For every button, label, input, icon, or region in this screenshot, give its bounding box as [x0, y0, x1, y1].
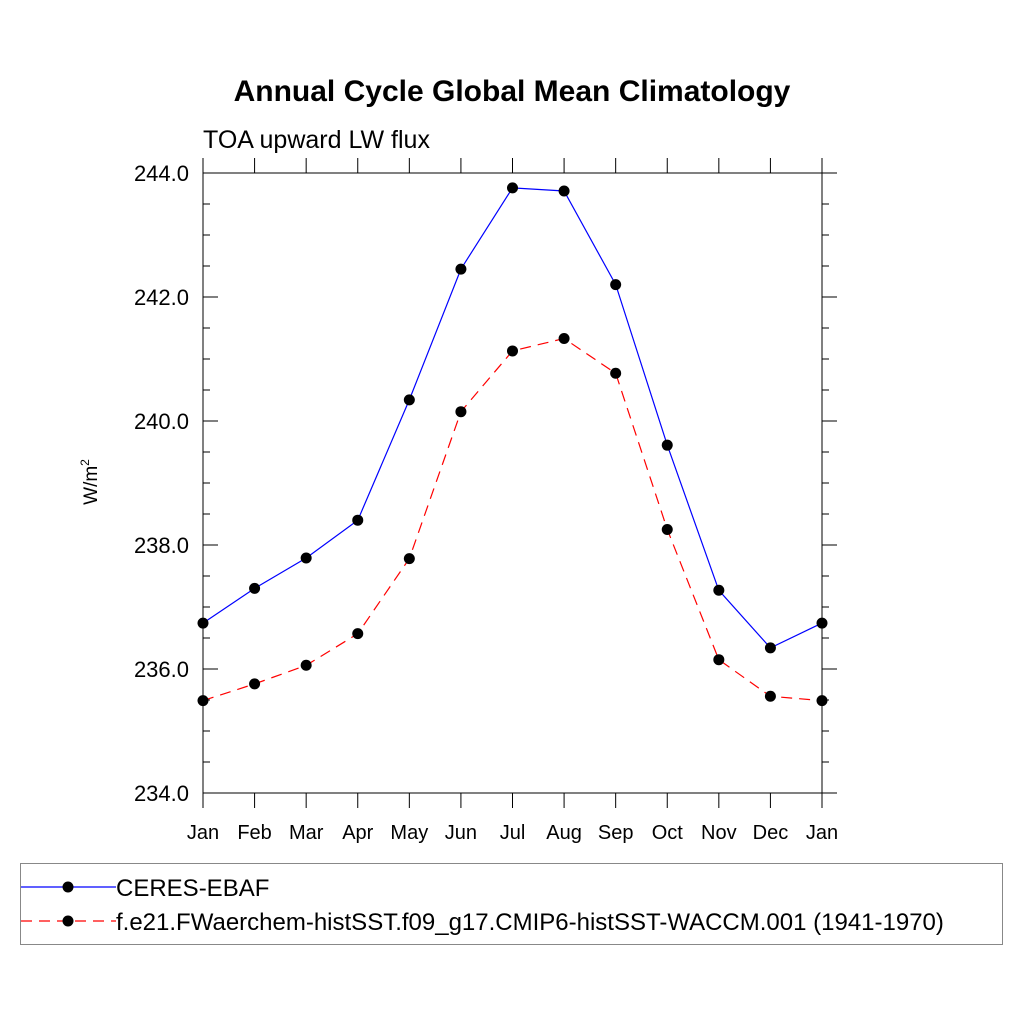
legend-item-ceres: CERES-EBAF — [21, 872, 1002, 902]
series-point-1 — [764, 690, 776, 702]
chart-title: Annual Cycle Global Mean Climatology — [234, 75, 791, 108]
series-point-0 — [249, 582, 261, 594]
x-tick-label: Jun — [445, 822, 477, 844]
series-point-1 — [403, 553, 415, 565]
series-point-1 — [197, 695, 209, 707]
x-tick-label: Aug — [546, 822, 582, 844]
x-tick-label: Mar — [289, 822, 324, 844]
legend-label-model: f.e21.FWaerchem-histSST.f09_g17.CMIP6-hi… — [116, 909, 944, 936]
y-tick-label: 240.0 — [134, 409, 189, 434]
series-point-0 — [661, 439, 673, 451]
y-tick-label: 238.0 — [134, 533, 189, 558]
series — [197, 182, 828, 707]
series-point-1 — [455, 406, 467, 418]
x-tick-label: Jan — [187, 822, 219, 844]
legend-swatch-ceres — [21, 881, 116, 893]
y-tick-label: 236.0 — [134, 657, 189, 682]
series-point-1 — [352, 628, 364, 640]
y-tick-label: 242.0 — [134, 285, 189, 310]
series-point-1 — [300, 659, 312, 671]
series-line-1 — [202, 337, 823, 702]
legend-label-ceres: CERES-EBAF — [116, 875, 270, 902]
x-tick-label: Sep — [598, 822, 634, 844]
x-tick-label: Nov — [701, 822, 737, 844]
series-point-1 — [507, 345, 518, 357]
x-tick-label: Dec — [753, 822, 789, 844]
y-axis-label-superscript: 2 — [78, 459, 92, 466]
series-point-0 — [816, 617, 828, 629]
x-tick-label: Feb — [237, 822, 271, 844]
y-tick-label: 244.0 — [134, 161, 189, 186]
x-tick-label: Jan — [806, 822, 838, 844]
legend-swatch-model — [21, 915, 116, 927]
y-tick-label: 234.0 — [134, 781, 189, 806]
series-point-0 — [558, 185, 570, 197]
y-axis-label: W/m2 — [78, 459, 102, 505]
y-axis-label-text: W/m — [81, 466, 102, 505]
series-point-0 — [507, 182, 518, 194]
series-point-0 — [197, 617, 209, 629]
series-point-0 — [610, 279, 622, 291]
series-point-1 — [558, 333, 570, 345]
series-point-1 — [661, 524, 673, 535]
series-point-1 — [816, 695, 828, 707]
series-line-0 — [202, 187, 823, 649]
legend-item-model: f.e21.FWaerchem-histSST.f09_g17.CMIP6-hi… — [21, 906, 1002, 936]
series-point-1 — [249, 678, 261, 690]
series-point-0 — [403, 394, 415, 406]
series-point-0 — [713, 584, 725, 596]
series-point-1 — [713, 654, 725, 666]
plot-area-frame — [202, 172, 823, 794]
x-tick-label: Apr — [342, 822, 373, 844]
x-tick-label: May — [390, 822, 428, 844]
x-tick-label: Jul — [500, 822, 526, 844]
chart: Annual Cycle Global Mean Climatology TOA… — [78, 75, 838, 844]
series-point-1 — [610, 367, 622, 379]
series-point-0 — [455, 263, 467, 275]
series-point-0 — [352, 514, 364, 526]
legend: CERES-EBAF f.e21.FWaerchem-histSST.f09_g… — [20, 863, 1003, 945]
series-point-0 — [764, 642, 776, 654]
chart-subtitle: TOA upward LW flux — [203, 126, 430, 154]
series-point-0 — [300, 552, 312, 564]
x-tick-label: Oct — [652, 822, 684, 844]
ticks: 234.0 236.0 238.0 240.0 242.0 244.0 Jan Feb Mar A… — [134, 158, 838, 844]
